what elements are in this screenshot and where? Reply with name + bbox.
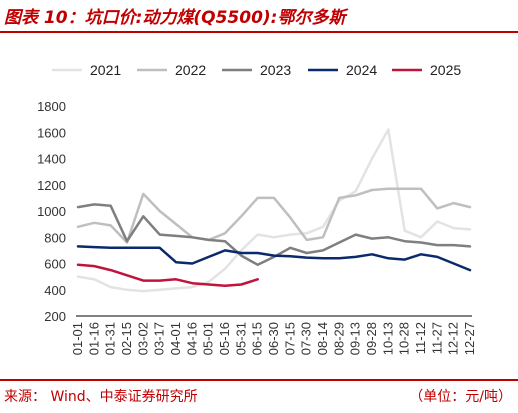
series-line-2022 bbox=[76, 187, 472, 244]
y-tick-label: 1400 bbox=[37, 152, 66, 167]
x-tick-label: 11-12 bbox=[413, 322, 428, 354]
x-tick-label: 10-28 bbox=[397, 322, 412, 355]
unit-note: （单位：元/吨） bbox=[409, 389, 512, 405]
line-chart: 2021 2022 2023 2024 2025 200 400 600 800 1000 120… bbox=[37, 62, 477, 355]
x-tick-label: 09-28 bbox=[364, 322, 379, 355]
legend-label-2022: 2022 bbox=[175, 62, 206, 78]
x-tick-label: 06-15 bbox=[250, 322, 265, 355]
x-tick-label: 03-02 bbox=[135, 322, 150, 355]
x-tick-label: 03-17 bbox=[152, 322, 167, 355]
legend-label-2025: 2025 bbox=[430, 62, 461, 78]
x-tick-label: 12-27 bbox=[462, 322, 477, 355]
x-tick-label: 07-30 bbox=[299, 322, 314, 355]
bottom-rule bbox=[0, 379, 518, 381]
series-line-2025 bbox=[76, 263, 259, 288]
y-tick-label: 600 bbox=[44, 257, 66, 272]
x-tick-label: 08-14 bbox=[315, 322, 330, 355]
x-tick-label: 02-15 bbox=[119, 322, 134, 355]
x-tick-label: 06-30 bbox=[266, 322, 281, 355]
series-line-2021 bbox=[76, 128, 472, 293]
x-tick-label: 05-01 bbox=[201, 322, 216, 355]
y-tick-label: 400 bbox=[44, 283, 66, 298]
y-tick-label: 1000 bbox=[37, 204, 66, 219]
x-tick-label: 04-16 bbox=[184, 322, 199, 355]
series-layer bbox=[76, 128, 472, 293]
x-axis: 01-01 01-16 01-31 02-15 03-02 03-17 04-01 04-16… bbox=[70, 315, 477, 355]
y-tick-label: 1200 bbox=[37, 178, 66, 193]
x-tick-label: 08-29 bbox=[331, 322, 346, 355]
y-axis: 200 400 600 800 1000 1200 1400 1600 1800 bbox=[37, 99, 66, 324]
x-tick-label: 05-31 bbox=[233, 322, 248, 355]
x-tick-label: 07-15 bbox=[282, 322, 297, 355]
y-tick-label: 1800 bbox=[37, 99, 66, 114]
x-tick-label: 04-01 bbox=[168, 322, 183, 355]
legend-label-2023: 2023 bbox=[260, 62, 291, 78]
chart-legend: 2021 2022 2023 2024 2025 bbox=[52, 62, 461, 78]
legend-label-2021: 2021 bbox=[90, 62, 121, 78]
legend-label-2024: 2024 bbox=[346, 62, 377, 78]
y-tick-label: 200 bbox=[44, 309, 66, 324]
figure-title: 图表 10：坑口价:动力煤(Q5500):鄂尔多斯 bbox=[4, 8, 346, 28]
series-line-2023 bbox=[76, 203, 472, 267]
title-rule bbox=[0, 31, 518, 33]
source-note: 来源： Wind、中泰证券研究所 bbox=[4, 389, 198, 405]
x-tick-label: 09-13 bbox=[348, 322, 363, 355]
x-tick-label: 01-31 bbox=[103, 322, 118, 355]
x-tick-label: 01-01 bbox=[70, 322, 85, 355]
x-tick-label: 01-16 bbox=[86, 322, 101, 355]
x-tick-label: 10-13 bbox=[380, 322, 395, 355]
series-line-2024 bbox=[76, 245, 472, 272]
x-tick-label: 12-12 bbox=[446, 322, 461, 355]
x-tick-label: 11-27 bbox=[429, 322, 444, 354]
y-tick-label: 1600 bbox=[37, 125, 66, 140]
y-tick-label: 800 bbox=[44, 230, 66, 245]
x-tick-label: 05-16 bbox=[217, 322, 232, 355]
